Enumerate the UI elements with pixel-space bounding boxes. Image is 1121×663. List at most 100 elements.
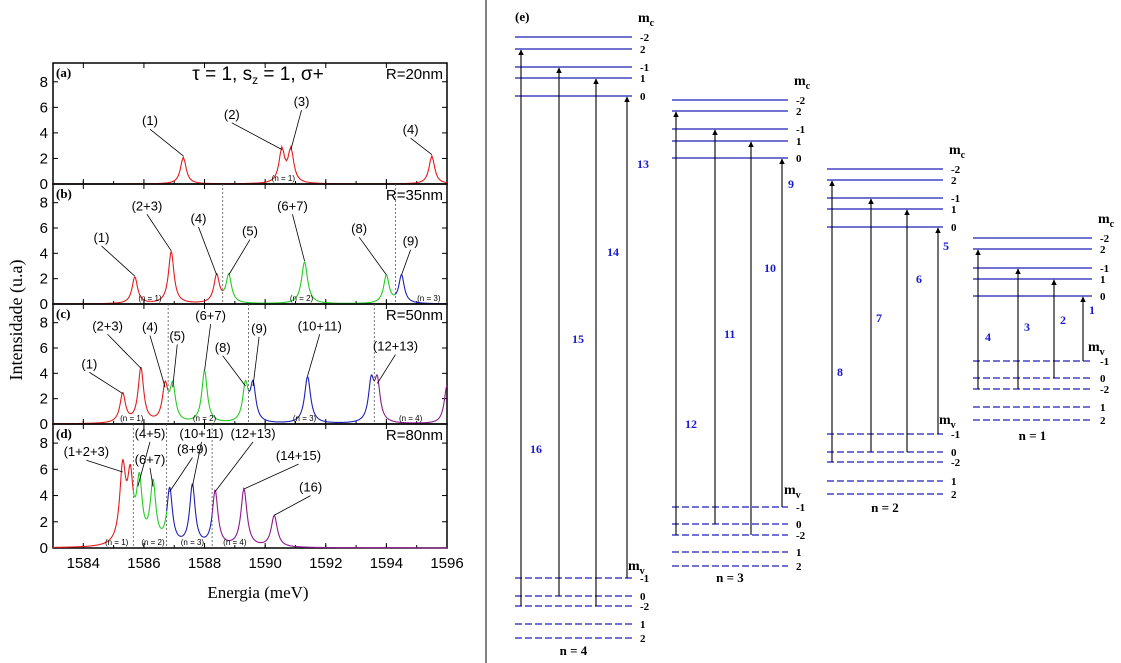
mv-value: 1 xyxy=(951,476,957,488)
spectrum-line xyxy=(211,486,447,549)
transition-number: 11 xyxy=(724,327,735,341)
mc-label: mc xyxy=(794,74,811,92)
peak-arrow xyxy=(149,468,154,487)
series-n-label: (n = 2) xyxy=(141,538,165,547)
series-n-label: (n = 2) xyxy=(290,294,314,303)
mv-value: -1 xyxy=(951,429,960,441)
mc-value: 1 xyxy=(640,73,646,85)
series-n-label: (n = 4) xyxy=(399,414,423,423)
peak-label: (2+3) xyxy=(132,198,163,213)
mc-value: -1 xyxy=(796,124,805,136)
mc-value: -2 xyxy=(796,95,806,107)
mv-value: -2 xyxy=(640,601,650,613)
peak-arrow xyxy=(89,371,123,394)
mc-value: 1 xyxy=(951,204,957,216)
mv-value: -1 xyxy=(1100,356,1109,368)
mc-value: 2 xyxy=(951,175,957,187)
spectrum-panel: 0 2 4 6 8 (1+2+3) (4+5) (6+7) (10+11)(8+9) (12+13… xyxy=(40,423,448,557)
group-label: n = 1 xyxy=(1019,428,1047,443)
x-tick-label: 1594 xyxy=(370,555,403,572)
mv-value: -1 xyxy=(796,502,805,514)
y-tick-label: 2 xyxy=(40,150,48,167)
series-n-label: (n = 3) xyxy=(181,538,205,547)
peak-arrow xyxy=(101,245,136,277)
peak-arrow xyxy=(274,495,311,516)
peak-label: (4) xyxy=(403,122,419,137)
panel-label: (c) xyxy=(56,306,70,321)
y-tick-label: 2 xyxy=(40,514,48,531)
peak-label: (6+7) xyxy=(195,308,226,323)
y-tick-label: 6 xyxy=(40,340,48,357)
mv-value: 2 xyxy=(640,633,646,645)
peak-arrow xyxy=(107,333,142,369)
y-tick-label: 4 xyxy=(40,365,48,382)
mv-value: 0 xyxy=(640,591,646,603)
y-tick-label: 6 xyxy=(40,220,48,237)
series-n-label: (n = 3) xyxy=(417,294,441,303)
peak-arrow xyxy=(307,334,321,376)
peak-label: (9) xyxy=(403,234,419,249)
mc-value: 0 xyxy=(640,91,646,103)
peak-label: (10+11) xyxy=(298,318,342,333)
peak-label: (4) xyxy=(191,211,207,226)
mc-value: -1 xyxy=(951,193,960,205)
mc-value: 0 xyxy=(951,222,957,234)
peak-arrow xyxy=(169,457,193,492)
peak-label: (1) xyxy=(94,230,110,245)
y-tick-label: 8 xyxy=(40,435,48,452)
peak-label: (12+13) xyxy=(373,339,418,354)
peak-label: (6+7) xyxy=(277,198,308,213)
transition-number: 12 xyxy=(685,417,697,431)
x-tick-label: 1588 xyxy=(188,555,221,572)
transition-number: 3 xyxy=(1024,320,1030,334)
mc-value: -1 xyxy=(1100,263,1109,275)
y-tick-label: 8 xyxy=(40,195,48,212)
peak-arrow xyxy=(86,459,123,473)
peak-label: (8+9) xyxy=(177,442,208,457)
series-n-label: (n = 1) xyxy=(120,414,144,423)
x-axis-label: Energia (meV) xyxy=(207,583,308,602)
y-tick-label: 4 xyxy=(40,245,48,262)
peak-arrow xyxy=(198,226,218,276)
mv-value: 1 xyxy=(640,619,646,631)
peak-label: (4) xyxy=(142,320,158,335)
mv-value: -2 xyxy=(796,530,806,542)
peak-arrow xyxy=(137,441,151,487)
series-n-label: (n = 1) xyxy=(138,294,162,303)
mv-value: 1 xyxy=(1100,402,1106,414)
transition-number: 14 xyxy=(607,245,619,259)
spectrum-line xyxy=(53,144,448,185)
y-tick-label: 0 xyxy=(40,416,48,433)
mv-value: -2 xyxy=(1100,384,1110,396)
transition-number: 4 xyxy=(985,330,991,344)
spectrum-panel: 0 2 4 6 8 (1) (2+3) (4) (5) (6+7) (8) (9) (10+11) (12… xyxy=(40,303,448,433)
mc-value: 0 xyxy=(1100,291,1106,303)
peak-arrow xyxy=(172,344,178,388)
radius-label: R=50nm xyxy=(386,307,443,324)
peak-label: (1+2+3) xyxy=(64,444,110,459)
peak-label: (3) xyxy=(294,94,310,109)
mv-value: 0 xyxy=(796,519,802,531)
peak-arrow xyxy=(290,109,302,150)
y-tick-label: 0 xyxy=(40,176,48,193)
peak-label: (4+5) xyxy=(135,426,166,441)
transition-number: 8 xyxy=(837,365,843,379)
diagram-panel-label: (e) xyxy=(515,9,529,24)
radius-label: R=35nm xyxy=(386,187,443,204)
transition-number: 2 xyxy=(1060,313,1066,327)
peak-arrow xyxy=(401,249,412,276)
x-tick-label: 1590 xyxy=(248,555,281,572)
peak-arrow xyxy=(358,236,387,276)
y-tick-label: 4 xyxy=(40,488,48,505)
panel-frame xyxy=(52,423,448,549)
peak-label: (6+7) xyxy=(135,452,166,467)
mv-value: 0 xyxy=(1100,373,1106,385)
series-n-label: (n = 4) xyxy=(223,538,247,547)
y-tick-label: 0 xyxy=(40,296,48,313)
spectrum-line xyxy=(166,483,213,538)
mc-value: -1 xyxy=(640,62,649,74)
